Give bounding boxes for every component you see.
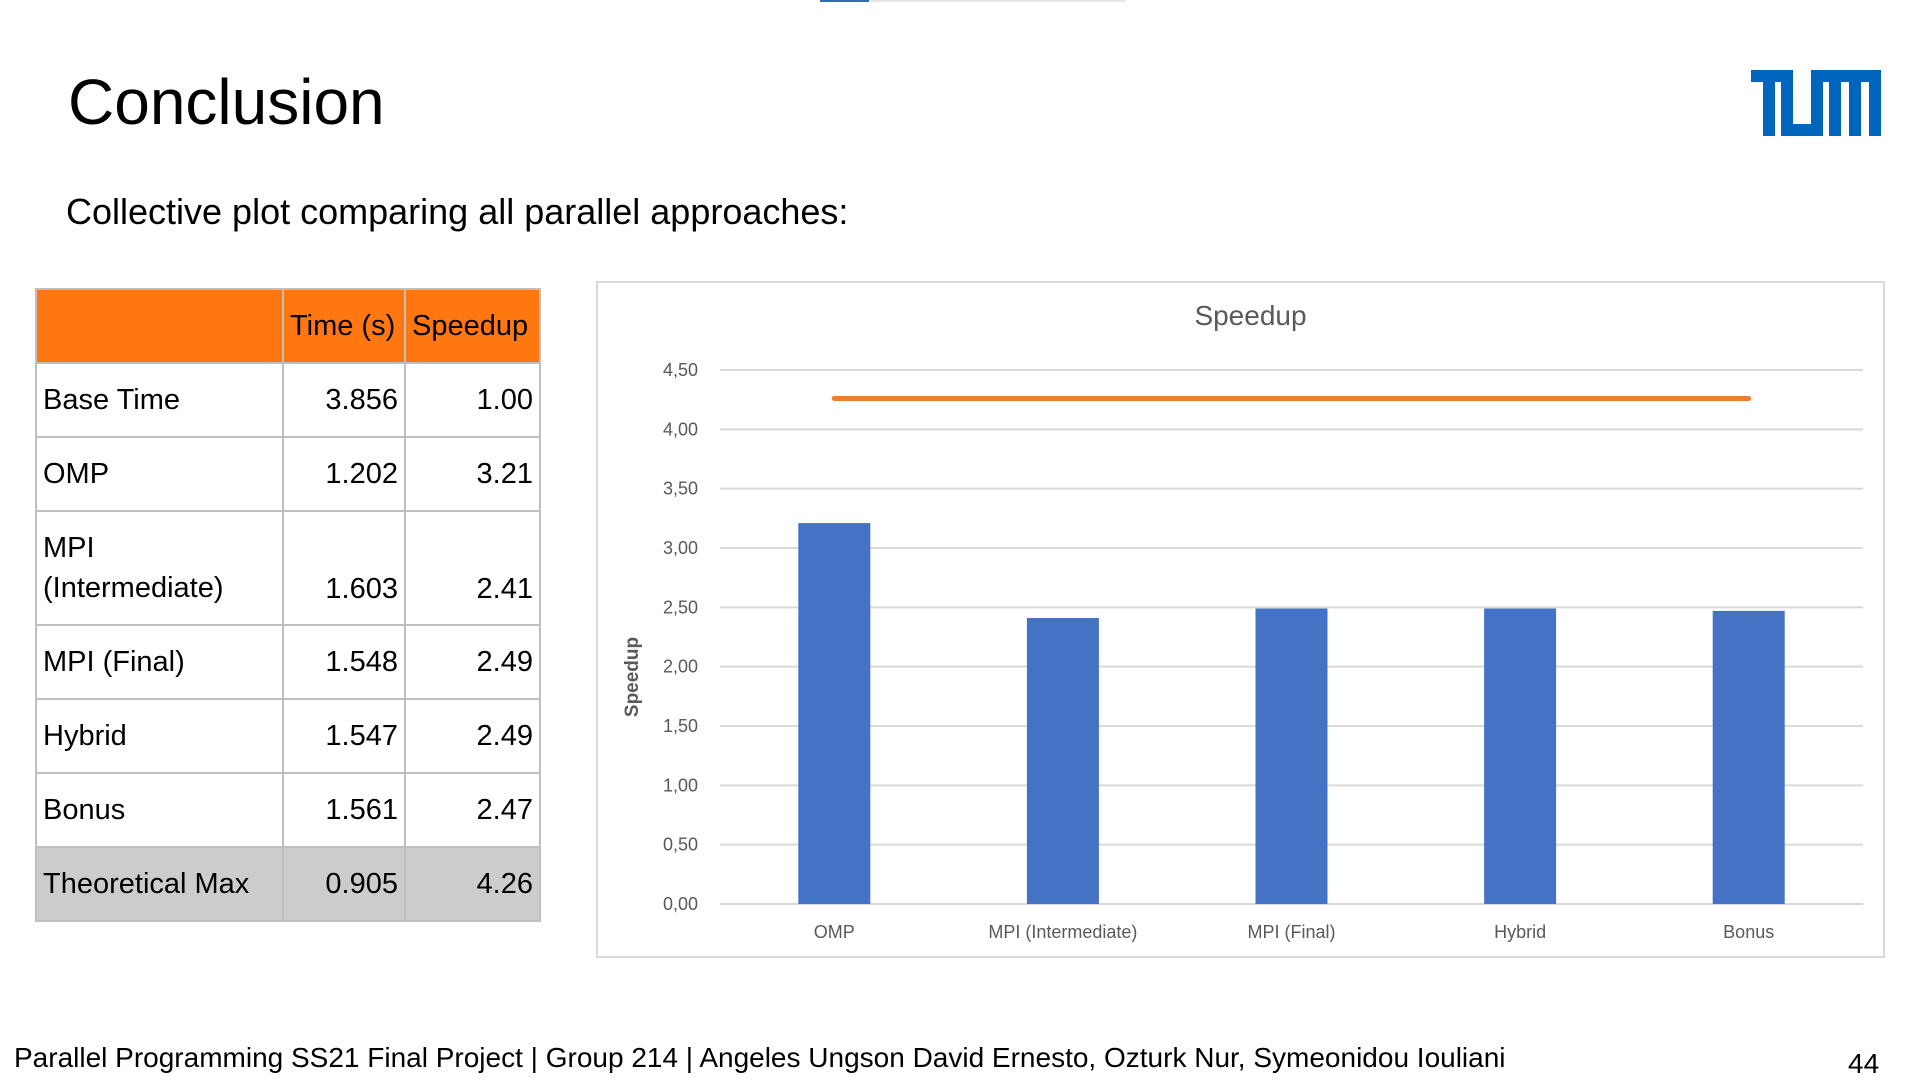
- y-tick-label: 1,50: [663, 716, 698, 736]
- row-label-line2: (Intermediate): [43, 572, 224, 604]
- row-time: 1.547: [282, 698, 406, 774]
- table-row: Bonus 1.561 2.47: [35, 772, 541, 848]
- slide-progress-fill: [820, 0, 869, 2]
- slide-footer: Parallel Programming SS21 Final Project …: [14, 1042, 1506, 1073]
- y-tick-label: 4,50: [663, 360, 698, 380]
- y-tick-label: 4,00: [663, 419, 698, 439]
- row-speedup: 4.26: [404, 846, 541, 922]
- row-time: 1.561: [282, 772, 406, 848]
- row-speedup: 3.21: [404, 436, 541, 512]
- chart-bar: [1484, 608, 1557, 904]
- table-header-time: Time (s): [282, 288, 406, 364]
- y-axis-label: Speedup: [622, 637, 643, 717]
- table-row: Hybrid 1.547 2.49: [35, 698, 541, 774]
- y-tick-label: 2,50: [663, 597, 698, 617]
- x-tick-label: MPI (Final): [1247, 922, 1335, 942]
- row-time: 1.202: [282, 436, 406, 512]
- y-tick-label: 2,00: [663, 657, 698, 677]
- slide-subtitle: Collective plot comparing all parallel a…: [66, 191, 849, 232]
- x-tick-label: Hybrid: [1494, 922, 1546, 942]
- page-number: 44: [1848, 1048, 1880, 1079]
- row-label: OMP: [35, 436, 284, 512]
- speedup-chart: Speedup 0,00 0,50 1,00 1,50 2,00 2,50 3,00 3,50 4…: [596, 281, 1885, 958]
- table-row: MPI (Intermediate) 1.603 2.41: [35, 510, 541, 626]
- results-table: Time (s) Speedup Base Time 3.856 1.00 OM…: [35, 288, 541, 922]
- table-row: Base Time 3.856 1.00: [35, 362, 541, 438]
- y-tick-label: 3,00: [663, 538, 698, 558]
- row-label: Base Time: [35, 362, 284, 438]
- row-speedup: 2.49: [404, 624, 541, 700]
- tum-logo: [1751, 70, 1881, 136]
- row-time: 1.548: [282, 624, 406, 700]
- table-header-speedup: Speedup: [404, 288, 541, 364]
- x-tick-label: Bonus: [1723, 922, 1774, 942]
- chart-bar: [1255, 608, 1328, 904]
- row-speedup: 1.00: [404, 362, 541, 438]
- y-tick-label: 3,50: [663, 479, 698, 499]
- table-header-row: Time (s) Speedup: [35, 288, 541, 364]
- row-label: MPI (Final): [35, 624, 284, 700]
- row-speedup: 2.49: [404, 698, 541, 774]
- speedup-chart-svg: Speedup 0,00 0,50 1,00 1,50 2,00 2,50 3,00 3,50 4…: [622, 300, 1863, 942]
- row-speedup: 2.41: [404, 510, 541, 626]
- row-label: Hybrid: [35, 698, 284, 774]
- table-row-theoretical-max: Theoretical Max 0.905 4.26: [35, 846, 541, 922]
- chart-bar: [1712, 610, 1785, 904]
- row-time: 3.856: [282, 362, 406, 438]
- y-tick-label: 1,00: [663, 775, 698, 795]
- row-time: 0.905: [282, 846, 406, 922]
- row-time: 1.603: [282, 510, 406, 626]
- row-label: Theoretical Max: [35, 846, 284, 922]
- row-speedup: 2.47: [404, 772, 541, 848]
- row-label: Bonus: [35, 772, 284, 848]
- chart-bar: [1026, 618, 1099, 904]
- chart-bar: [798, 523, 871, 904]
- chart-title: Speedup: [1194, 300, 1306, 331]
- row-label-line1: MPI: [43, 532, 95, 564]
- table-header-label: [35, 288, 284, 364]
- slide-progress-bar: [820, 0, 1125, 2]
- x-tick-label: OMP: [814, 922, 855, 942]
- y-tick-label: 0,00: [663, 894, 698, 914]
- table-row: MPI (Final) 1.548 2.49: [35, 624, 541, 700]
- table-row: OMP 1.202 3.21: [35, 436, 541, 512]
- y-tick-label: 0,50: [663, 835, 698, 855]
- x-tick-label: MPI (Intermediate): [988, 922, 1137, 942]
- slide-title: Conclusion: [68, 66, 385, 138]
- row-label: MPI (Intermediate): [35, 510, 284, 626]
